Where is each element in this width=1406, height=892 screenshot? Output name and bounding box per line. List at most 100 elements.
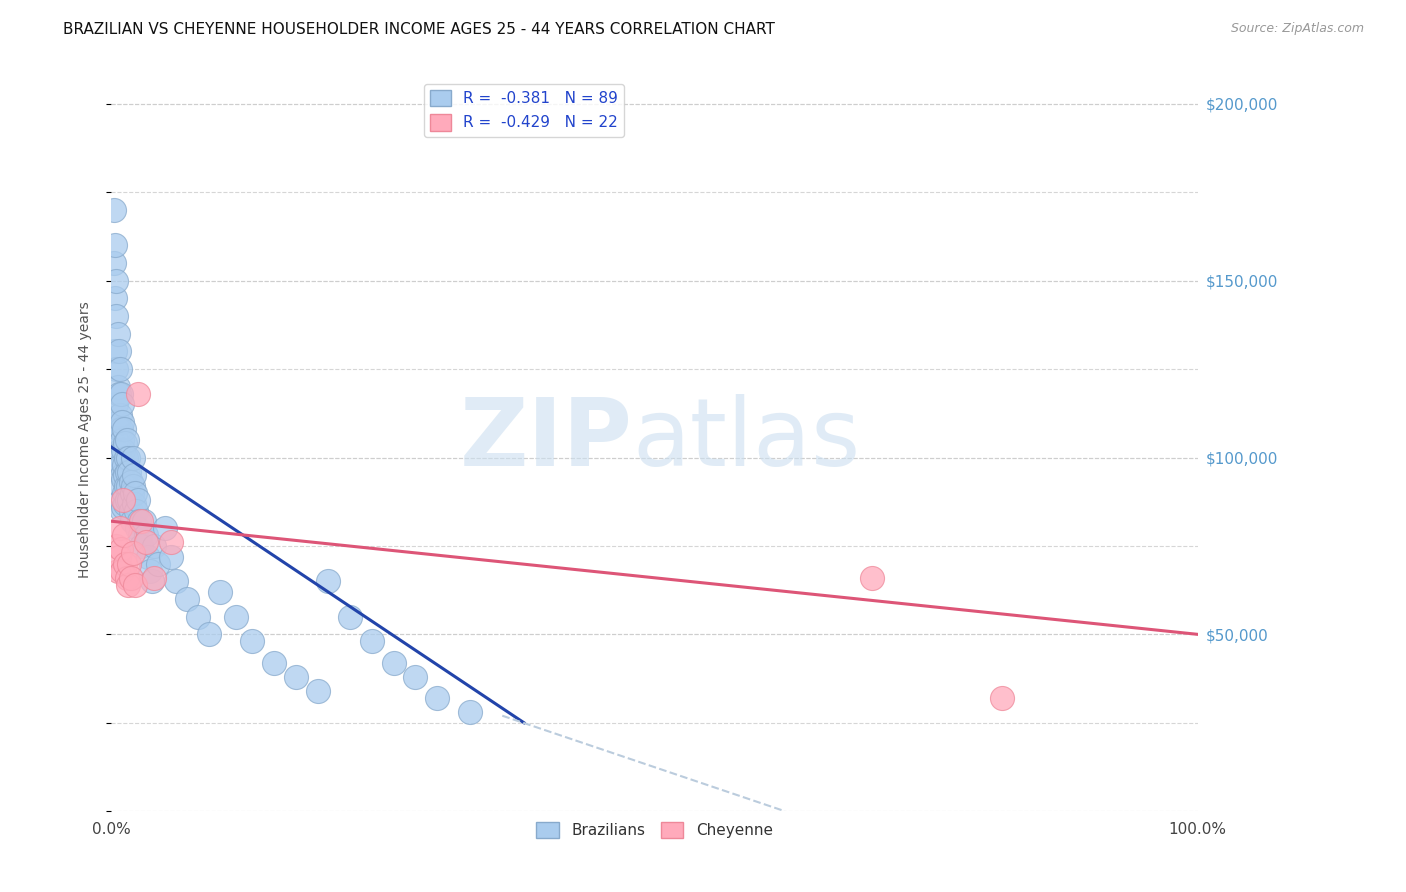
Point xyxy=(127,521,149,535)
Point xyxy=(360,634,382,648)
Point xyxy=(135,528,157,542)
Point xyxy=(107,422,129,436)
Point xyxy=(458,705,481,719)
Point xyxy=(110,458,132,472)
Point xyxy=(120,475,142,490)
Point xyxy=(111,397,134,411)
Point xyxy=(159,535,181,549)
Point xyxy=(110,387,132,401)
Point xyxy=(108,362,131,376)
Point xyxy=(112,422,135,436)
Point xyxy=(111,472,134,486)
Point xyxy=(146,557,169,571)
Point xyxy=(112,486,135,500)
Point xyxy=(240,634,263,648)
Point xyxy=(124,486,146,500)
Point xyxy=(105,539,128,553)
Point xyxy=(107,380,129,394)
Point xyxy=(107,549,129,564)
Point xyxy=(198,627,221,641)
Point xyxy=(124,578,146,592)
Point xyxy=(120,503,142,517)
Point xyxy=(104,238,127,252)
Text: BRAZILIAN VS CHEYENNE HOUSEHOLDER INCOME AGES 25 - 44 YEARS CORRELATION CHART: BRAZILIAN VS CHEYENNE HOUSEHOLDER INCOME… xyxy=(63,22,775,37)
Point xyxy=(115,479,138,493)
Point xyxy=(131,514,153,528)
Point xyxy=(108,521,131,535)
Point xyxy=(132,514,155,528)
Point xyxy=(127,387,149,401)
Point xyxy=(208,585,231,599)
Point xyxy=(121,486,143,500)
Point xyxy=(117,493,139,508)
Point xyxy=(105,433,128,447)
Point xyxy=(187,609,209,624)
Point xyxy=(117,450,139,465)
Point xyxy=(121,546,143,560)
Point xyxy=(117,433,139,447)
Point xyxy=(176,592,198,607)
Point xyxy=(143,571,166,585)
Point xyxy=(111,503,134,517)
Point xyxy=(860,571,883,585)
Point xyxy=(107,344,129,359)
Point xyxy=(105,362,128,376)
Point xyxy=(155,521,177,535)
Point xyxy=(225,609,247,624)
Point xyxy=(426,691,449,706)
Point xyxy=(318,574,340,589)
Point xyxy=(108,443,131,458)
Point xyxy=(111,433,134,447)
Point xyxy=(103,256,125,270)
Point xyxy=(105,397,128,411)
Point xyxy=(128,514,150,528)
Point xyxy=(117,571,139,585)
Point xyxy=(107,564,129,578)
Point xyxy=(121,450,143,465)
Point xyxy=(118,493,141,508)
Point xyxy=(125,503,148,517)
Point xyxy=(139,564,162,578)
Text: atlas: atlas xyxy=(633,394,860,486)
Point xyxy=(114,557,136,571)
Text: ZIP: ZIP xyxy=(460,394,633,486)
Point xyxy=(104,344,127,359)
Point xyxy=(382,656,405,670)
Point xyxy=(107,458,129,472)
Point xyxy=(105,274,128,288)
Point xyxy=(111,468,134,483)
Point xyxy=(108,479,131,493)
Point xyxy=(127,493,149,508)
Point xyxy=(107,326,129,341)
Point xyxy=(118,557,141,571)
Point xyxy=(404,670,426,684)
Point xyxy=(110,422,132,436)
Point xyxy=(284,670,307,684)
Point xyxy=(141,574,163,589)
Point xyxy=(118,465,141,479)
Point xyxy=(136,549,159,564)
Point xyxy=(143,539,166,553)
Point xyxy=(135,535,157,549)
Point xyxy=(159,549,181,564)
Point xyxy=(120,571,142,585)
Point xyxy=(121,479,143,493)
Point xyxy=(165,574,187,589)
Point xyxy=(339,609,361,624)
Legend: Brazilians, Cheyenne: Brazilians, Cheyenne xyxy=(530,815,779,845)
Point xyxy=(108,408,131,422)
Point xyxy=(103,202,125,217)
Point xyxy=(117,465,139,479)
Point xyxy=(110,493,132,508)
Y-axis label: Householder Income Ages 25 - 44 years: Householder Income Ages 25 - 44 years xyxy=(79,301,93,578)
Point xyxy=(991,691,1014,706)
Point xyxy=(122,468,145,483)
Point xyxy=(129,528,152,542)
Point xyxy=(263,656,285,670)
Point xyxy=(115,450,138,465)
Point xyxy=(111,493,134,508)
Text: Source: ZipAtlas.com: Source: ZipAtlas.com xyxy=(1230,22,1364,36)
Point xyxy=(105,309,128,323)
Point xyxy=(114,468,136,483)
Point xyxy=(131,539,153,553)
